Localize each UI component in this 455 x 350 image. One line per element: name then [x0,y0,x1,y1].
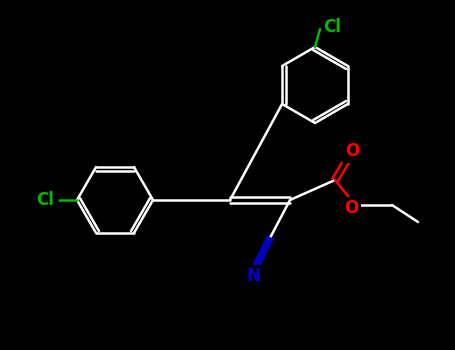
Text: O: O [344,199,358,217]
Text: Cl: Cl [323,18,341,36]
Text: Cl: Cl [36,191,54,209]
Text: O: O [345,142,359,160]
Text: N: N [246,267,260,285]
